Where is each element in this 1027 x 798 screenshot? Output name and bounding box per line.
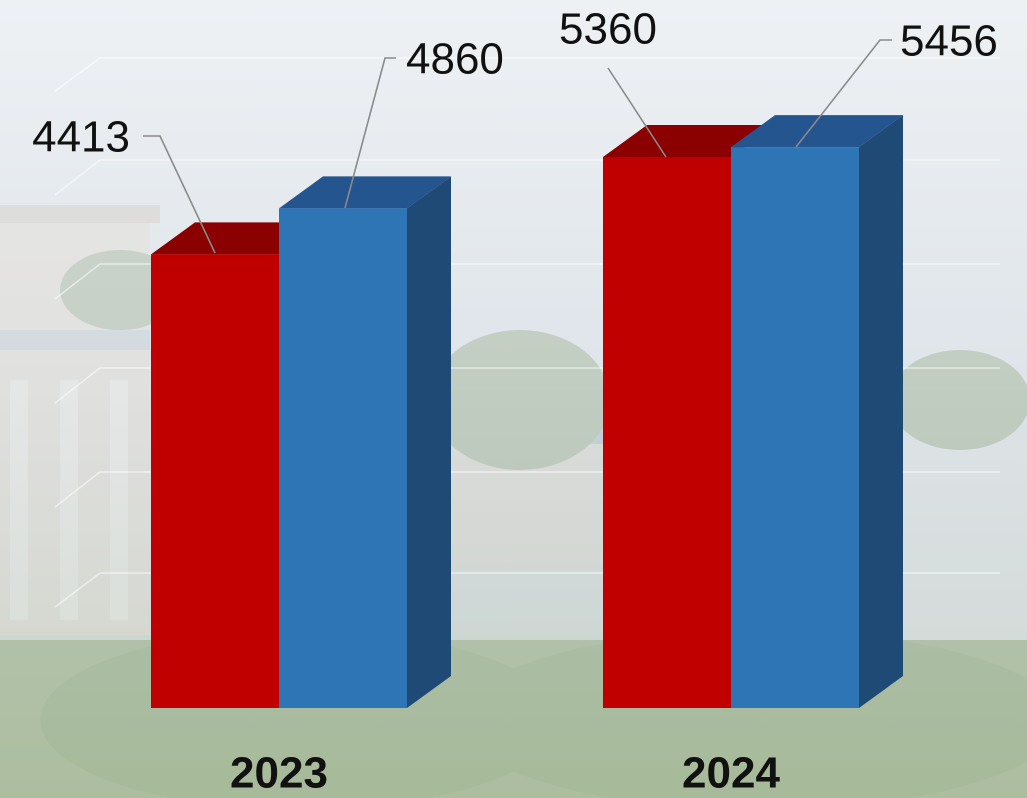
leader-line-2023-s2 [344,57,396,209]
leader-line-2024-s2 [795,39,892,148]
bar-2023-s2 [279,208,407,708]
category-label-2024: 2024 [682,749,780,798]
category-label-2023: 2023 [230,749,328,798]
bar-top-2023-s2 [279,176,451,209]
leader-line-2024-s1 [607,67,667,158]
bar-2024-s2 [731,147,859,709]
bar-2023-s1 [151,254,279,708]
bar-2024-s1 [603,156,731,708]
bar-top-2024-s2 [731,115,903,148]
leader-line-2023-s1 [143,135,216,254]
bar-side-2023-s2 [407,176,451,709]
data-label-2023-s1: 4413 [32,113,130,162]
data-label-2024-s1: 5360 [559,5,657,54]
data-label-2023-s2: 4860 [406,35,504,84]
data-label-2024-s2: 5456 [900,17,998,66]
bar-side-2024-s2 [859,115,903,709]
